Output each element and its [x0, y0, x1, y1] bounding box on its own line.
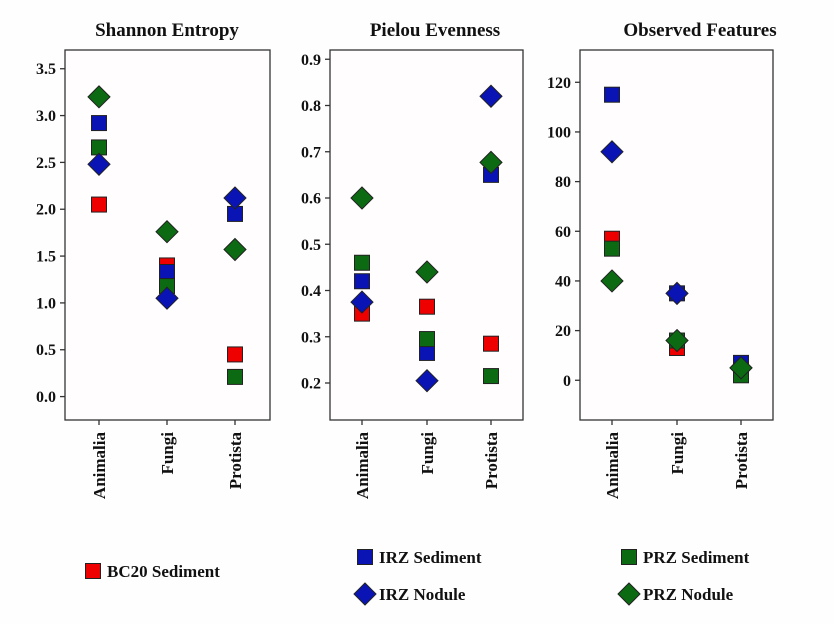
legend-item: PRZ Sediment [621, 548, 750, 567]
legend-item: IRZ Sediment [357, 548, 482, 567]
point-irz-sediment [91, 115, 107, 132]
legend-label: PRZ Nodule [643, 585, 734, 604]
point-irz-sediment [604, 86, 620, 103]
data-points [87, 85, 247, 385]
y-tick-label: 120 [547, 75, 571, 92]
y-tick-label: 100 [547, 124, 571, 141]
y-tick-label: 3.0 [36, 108, 56, 125]
x-tick-label: Protista [732, 432, 751, 490]
panel-observed-features: Observed Features 0 20 40 60 80 100 120 Animalia… [547, 20, 777, 499]
point-bc20-sediment [419, 298, 435, 315]
point-irz-sediment [419, 344, 435, 361]
point-prz-nodule [87, 85, 111, 109]
point-irz-nodule [665, 281, 689, 306]
point-prz-sediment [604, 240, 620, 257]
y-tick-label: 1.0 [36, 295, 56, 312]
legend: BC20 Sediment IRZ Sediment IRZ Nodule PRZ S… [85, 548, 750, 606]
point-irz-nodule [600, 140, 624, 164]
point-prz-nodule [479, 150, 503, 175]
point-prz-nodule [155, 220, 179, 244]
y-tick-label: 1.5 [36, 249, 56, 266]
point-bc20-sediment [91, 196, 107, 213]
legend-item: BC20 Sediment [85, 562, 220, 581]
point-prz-nodule [665, 328, 689, 353]
y-tick-label: 0.5 [36, 342, 56, 359]
point-bc20-sediment [227, 346, 243, 363]
point-prz-sediment [227, 368, 243, 385]
x-tick-label: Protista [226, 432, 245, 490]
panel-pielou-evenness: Pielou Evenness 0.2 0.3 0.4 0.5 0.6 0.7 0.8 0.9 A… [301, 20, 524, 500]
y-tick-label: 60 [555, 224, 571, 241]
point-prz-sediment [419, 331, 435, 348]
panel-shannon-entropy: Shannon Entropy 0.0 0.5 1.0 1.5 2.0 2.5 3.0 3.5 A… [36, 20, 271, 500]
x-tick-label: Animalia [603, 432, 622, 500]
point-prz-sediment [483, 368, 499, 385]
chart-title: Observed Features [623, 20, 776, 41]
data-points [350, 84, 503, 393]
legend-label: BC20 Sediment [107, 562, 220, 581]
chart-title: Shannon Entropy [95, 20, 239, 41]
y-tick-label: 0.6 [301, 191, 321, 208]
point-irz-nodule [350, 290, 374, 314]
x-tick-label: Fungi [668, 432, 687, 475]
point-irz-nodule [479, 84, 503, 108]
point-prz-nodule [350, 186, 374, 210]
x-tick-label: Animalia [353, 432, 372, 500]
x-tick-label: Animalia [90, 432, 109, 500]
y-tick-label: 0.5 [301, 237, 321, 254]
point-bc20-sediment [483, 335, 499, 352]
point-irz-nodule [223, 186, 247, 210]
y-tick-label: 0.8 [301, 98, 321, 115]
y-tick-label: 80 [555, 174, 571, 191]
point-prz-nodule [223, 237, 247, 262]
y-tick-label: 0 [563, 373, 571, 390]
legend-marker-irz-sediment [357, 549, 373, 565]
legend-label: IRZ Sediment [379, 548, 482, 567]
point-irz-nodule [415, 368, 439, 393]
chart-title: Pielou Evenness [370, 20, 500, 41]
y-tick-label: 3.5 [36, 61, 56, 78]
point-irz-nodule [87, 152, 111, 176]
x-tick-label: Fungi [418, 432, 437, 475]
y-tick-label: 2.0 [36, 202, 56, 219]
x-tick-label: Fungi [158, 432, 177, 475]
point-irz-sediment [159, 264, 175, 280]
y-tick-label: 0.4 [301, 283, 321, 300]
point-prz-nodule [600, 269, 624, 293]
y-tick-label: 20 [555, 323, 571, 340]
point-prz-nodule [415, 260, 439, 284]
legend-marker-bc20-sediment [85, 563, 101, 579]
x-tick-label: Protista [482, 432, 501, 490]
y-tick-label: 0.9 [301, 52, 321, 69]
point-irz-sediment [354, 273, 370, 290]
data-points [600, 86, 753, 384]
legend-label: PRZ Sediment [643, 548, 750, 567]
legend-item: IRZ Nodule [353, 582, 466, 606]
legend-marker-irz-nodule [353, 582, 377, 606]
legend-item: PRZ Nodule [617, 582, 734, 606]
y-tick-label: 0.3 [301, 329, 321, 346]
y-tick-label: 0.7 [301, 144, 321, 161]
y-tick-label: 0.0 [36, 389, 56, 406]
legend-marker-prz-nodule [617, 582, 641, 606]
plot-frame [329, 49, 524, 421]
point-prz-sediment [354, 254, 370, 271]
y-tick-label: 2.5 [36, 155, 56, 172]
point-irz-nodule [155, 286, 179, 310]
legend-marker-prz-sediment [621, 549, 637, 565]
y-tick-label: 0.2 [301, 376, 321, 393]
legend-label: IRZ Nodule [379, 585, 466, 604]
y-tick-label: 40 [555, 273, 571, 290]
point-prz-nodule [729, 356, 753, 380]
